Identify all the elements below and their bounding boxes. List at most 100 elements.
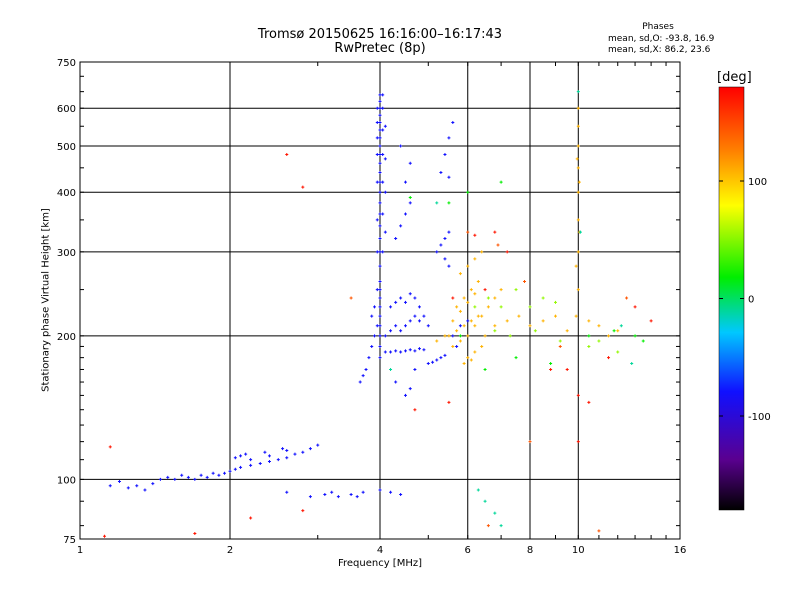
y-tick-label: 300 bbox=[57, 248, 76, 259]
data-point bbox=[462, 324, 466, 328]
data-point bbox=[458, 309, 462, 313]
data-point bbox=[476, 279, 480, 283]
data-point bbox=[239, 454, 243, 458]
data-point bbox=[378, 136, 382, 140]
data-point bbox=[367, 356, 371, 360]
data-point bbox=[323, 492, 327, 496]
data-point bbox=[443, 236, 447, 240]
data-point bbox=[361, 374, 365, 378]
data-point bbox=[383, 350, 387, 354]
data-point bbox=[469, 319, 473, 323]
data-point bbox=[587, 334, 591, 338]
data-point bbox=[378, 93, 382, 97]
data-point bbox=[394, 324, 398, 328]
data-point bbox=[587, 400, 591, 404]
data-point bbox=[576, 393, 580, 397]
data-point bbox=[483, 288, 487, 292]
data-point bbox=[462, 296, 466, 300]
data-point bbox=[576, 166, 580, 170]
data-point bbox=[378, 161, 382, 165]
data-point bbox=[597, 529, 601, 533]
data-point bbox=[108, 484, 112, 488]
data-point bbox=[439, 243, 443, 247]
data-point bbox=[422, 348, 426, 352]
data-point bbox=[375, 136, 379, 140]
x-tick-label: 8 bbox=[527, 545, 533, 556]
data-point bbox=[349, 492, 353, 496]
data-point bbox=[285, 490, 289, 494]
data-point bbox=[330, 490, 334, 494]
data-point bbox=[576, 190, 580, 194]
data-point bbox=[597, 339, 601, 343]
data-point bbox=[233, 456, 237, 460]
data-point bbox=[394, 236, 398, 240]
y-tick-label: 400 bbox=[57, 188, 76, 199]
colorbar bbox=[718, 86, 745, 511]
data-point bbox=[258, 461, 262, 465]
data-point bbox=[576, 106, 580, 110]
data-point bbox=[431, 360, 435, 364]
y-tick-label: 750 bbox=[57, 58, 76, 69]
data-point bbox=[383, 157, 387, 161]
data-point bbox=[249, 516, 253, 520]
data-point bbox=[417, 347, 421, 351]
data-point bbox=[443, 353, 447, 357]
data-point bbox=[607, 356, 611, 360]
data-point bbox=[364, 367, 368, 371]
data-point bbox=[381, 250, 385, 254]
data-point bbox=[403, 393, 407, 397]
data-point bbox=[389, 490, 393, 494]
data-point bbox=[466, 334, 470, 338]
data-point bbox=[493, 296, 497, 300]
data-point bbox=[389, 329, 393, 333]
data-point bbox=[553, 300, 557, 304]
data-point bbox=[399, 350, 403, 354]
data-point bbox=[549, 367, 553, 371]
data-point bbox=[508, 334, 512, 338]
data-point bbox=[447, 230, 451, 234]
data-point bbox=[308, 447, 312, 451]
data-point bbox=[276, 458, 280, 462]
data-point bbox=[301, 509, 305, 513]
data-point bbox=[389, 305, 393, 309]
data-point bbox=[493, 324, 497, 328]
data-point bbox=[483, 334, 487, 338]
data-point bbox=[135, 484, 139, 488]
data-point bbox=[633, 305, 637, 309]
data-point bbox=[316, 443, 320, 447]
data-point bbox=[549, 361, 553, 365]
data-point bbox=[541, 319, 545, 323]
data-point bbox=[378, 99, 382, 103]
data-point bbox=[480, 250, 484, 254]
data-point bbox=[383, 190, 387, 194]
data-point bbox=[426, 361, 430, 365]
data-point bbox=[576, 250, 580, 254]
data-point bbox=[239, 465, 243, 469]
data-point bbox=[553, 314, 557, 318]
data-point bbox=[451, 121, 455, 125]
data-point bbox=[486, 524, 490, 528]
data-point bbox=[378, 324, 382, 328]
y-tick-label: 75 bbox=[63, 535, 76, 546]
data-points bbox=[103, 90, 653, 538]
data-point bbox=[435, 339, 439, 343]
colorbar-tick-label: -100 bbox=[748, 412, 771, 423]
data-point bbox=[375, 324, 379, 328]
data-point bbox=[413, 367, 417, 371]
data-point bbox=[408, 201, 412, 205]
data-point bbox=[375, 250, 379, 254]
data-point bbox=[381, 93, 385, 97]
data-point bbox=[476, 488, 480, 492]
data-point bbox=[373, 334, 377, 338]
data-point bbox=[558, 339, 562, 343]
data-point bbox=[528, 440, 532, 444]
data-point bbox=[455, 305, 459, 309]
data-point bbox=[576, 124, 580, 128]
data-point bbox=[378, 288, 382, 292]
data-point bbox=[378, 236, 382, 240]
data-point bbox=[158, 477, 162, 481]
data-point bbox=[505, 250, 509, 254]
data-point bbox=[451, 319, 455, 323]
data-point bbox=[523, 279, 527, 283]
data-point bbox=[403, 324, 407, 328]
